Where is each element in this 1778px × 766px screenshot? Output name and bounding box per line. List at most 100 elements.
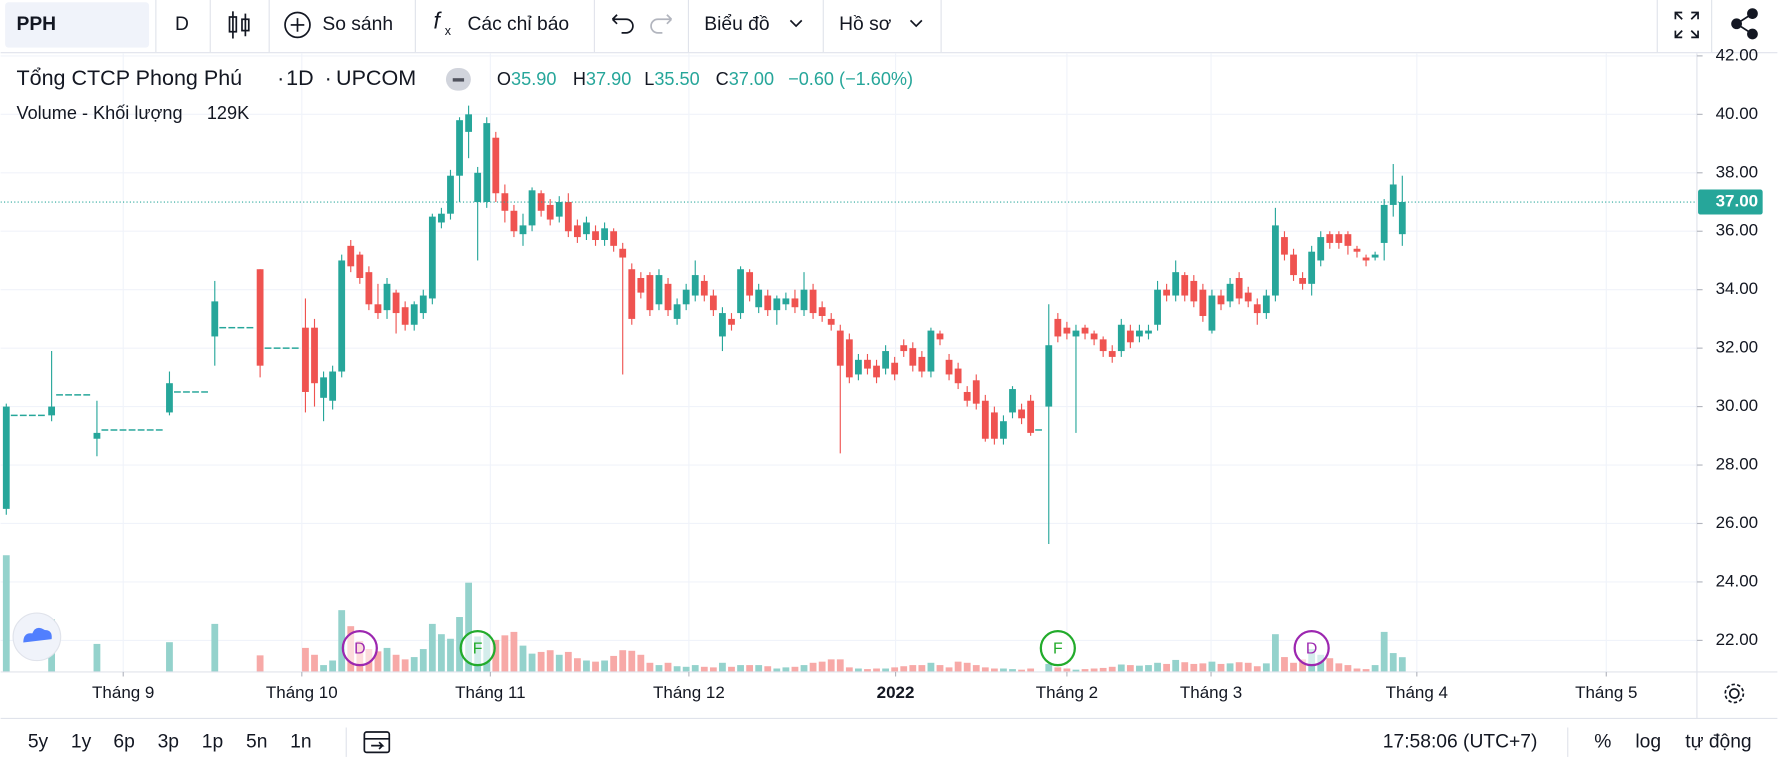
candle-body [1299, 277, 1306, 284]
candle-body [492, 137, 500, 194]
symbol[interactable]: PPH [16, 14, 56, 35]
date-range-icon[interactable] [363, 731, 391, 754]
fullscreen[interactable] [1674, 11, 1699, 39]
range-button[interactable]: 5y [28, 731, 49, 752]
range-button[interactable]: 1n [290, 731, 311, 752]
candle-body [1308, 251, 1316, 284]
volume-bar [664, 662, 672, 672]
redo[interactable] [650, 14, 673, 34]
candle-body [800, 289, 808, 311]
undo[interactable] [611, 14, 634, 34]
fx-icon-x[interactable]: x [445, 24, 452, 38]
event-label: F [1053, 640, 1063, 657]
volume-bar [945, 667, 953, 672]
profile-menu[interactable]: Hồ sơ [839, 14, 892, 35]
event-badge[interactable] [341, 630, 378, 667]
candle-body [465, 114, 473, 132]
candle-body [1145, 330, 1152, 334]
candle-body [755, 289, 763, 308]
candle-body [963, 391, 971, 401]
candle-body [1117, 324, 1125, 352]
candle-body [1344, 234, 1352, 246]
y-tick-label: 30.00 [1716, 396, 1759, 415]
candle-body [1317, 237, 1325, 261]
volume-bar [936, 665, 944, 672]
volume-bar [610, 655, 618, 672]
event-badge[interactable] [1039, 630, 1076, 667]
candle-body [773, 298, 781, 311]
candle-body [900, 345, 908, 352]
chart-menu[interactable]: Biểu đồ [704, 14, 769, 35]
volume-bar [1009, 669, 1016, 672]
log-toggle[interactable]: log [1635, 731, 1661, 752]
volume-bar [546, 650, 554, 672]
volume-bar [1362, 669, 1370, 672]
candle-body [1172, 272, 1180, 296]
auto-toggle[interactable]: tự động [1685, 731, 1751, 752]
candle-body [419, 295, 427, 314]
candle-body [918, 356, 926, 372]
candle-body [1262, 295, 1270, 314]
candle-body [1126, 330, 1134, 343]
volume-bar [900, 666, 908, 672]
volume-bar [311, 654, 318, 672]
ohlc-value: 35.50 [654, 69, 699, 89]
symbol-box[interactable] [5, 2, 150, 48]
candle-body [1045, 345, 1053, 407]
candle-body [791, 298, 799, 308]
range-button[interactable]: 1p [202, 731, 223, 752]
candle-body [456, 120, 463, 176]
candle-body [428, 216, 436, 299]
volume-bar [374, 651, 382, 672]
logo[interactable] [12, 612, 62, 662]
volume-bar [166, 642, 173, 672]
candle-body [691, 275, 699, 296]
volume-bar [401, 659, 409, 672]
x-tick-label: Tháng 12 [653, 683, 725, 702]
event-badge[interactable] [459, 630, 496, 667]
event-label: F [473, 640, 483, 657]
percent-toggle[interactable]: % [1594, 731, 1611, 752]
candle-body [338, 260, 346, 372]
volume-bar [619, 650, 627, 672]
event-badge[interactable] [1293, 630, 1330, 667]
range-button[interactable]: 3p [158, 731, 179, 752]
volume-bar [1181, 662, 1189, 672]
candle-body [1199, 289, 1207, 316]
indicators-button[interactable]: Các chỉ báo [467, 14, 569, 35]
volume-bar [972, 665, 980, 672]
candle-body [719, 313, 726, 337]
volume-bar [927, 662, 935, 672]
volume-bar [1326, 658, 1334, 672]
ohlc-value: 37.90 [586, 69, 631, 89]
volume-bar [700, 666, 708, 672]
compare-icon[interactable] [284, 11, 311, 39]
candle-body [637, 277, 645, 293]
interval[interactable]: D [175, 14, 189, 35]
x-tick-label: Tháng 9 [92, 683, 154, 702]
candle-body [1136, 330, 1143, 337]
y-tick-label: 42.00 [1716, 45, 1759, 64]
fx-icon[interactable]: f [433, 8, 442, 34]
candle-body [1000, 421, 1007, 439]
candle-body [1163, 289, 1171, 296]
volume-bar [456, 617, 463, 672]
range-button[interactable]: 1y [71, 731, 92, 752]
candle-body [1244, 292, 1252, 302]
volume-bar [438, 634, 445, 672]
candle-body [746, 272, 754, 296]
ohlc-label: O [497, 69, 511, 89]
clock: 17:58:06 (UTC+7) [1383, 731, 1538, 752]
ohlc-value: 35.90 [511, 69, 556, 89]
x-tick-label: 2022 [877, 683, 915, 702]
compare-button[interactable]: So sánh [322, 14, 393, 35]
toolbar: PPH D So sánh f x Các chỉ báo Biểu đồ Hồ… [0, 0, 1778, 54]
candle-body [954, 368, 962, 384]
range-button[interactable]: 6p [113, 731, 134, 752]
volume-bar [329, 660, 337, 672]
range-button[interactable]: 5n [246, 731, 267, 752]
share[interactable] [1731, 8, 1758, 40]
candle-icon[interactable] [228, 11, 250, 39]
hide-icon [452, 78, 465, 82]
settings[interactable] [1724, 683, 1745, 704]
